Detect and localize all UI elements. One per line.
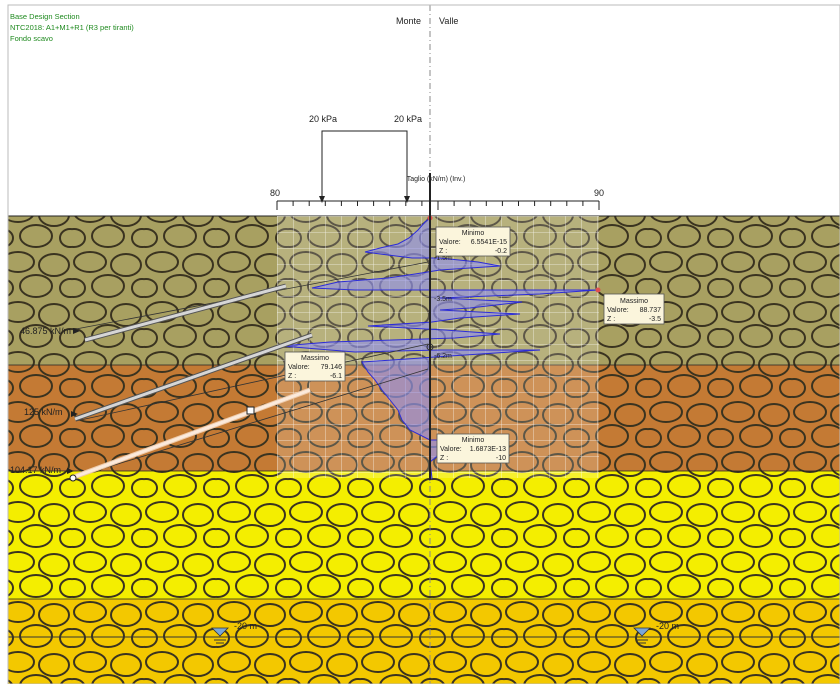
chart-title: Taglio (kN/m) (Inv.) (407, 176, 466, 183)
chart-axis: 80 90 Taglio (kN/m) (Inv.) (270, 176, 604, 210)
tooltip-min-bottom-z: -10 (496, 455, 506, 462)
tooltip-max-left-title: Massimo (301, 355, 329, 362)
side-label-valle: Valle (439, 16, 458, 26)
load-right-label: 20 kPa (394, 114, 422, 124)
tooltip-max-right-z-label: Z : (607, 316, 615, 323)
header-phase: Fondo scavo (10, 34, 53, 43)
tooltip-max-right-z: -3.5 (649, 316, 661, 323)
water-table-marker-left: -20 m (211, 621, 257, 644)
tooltip-max-left-z-label: Z : (288, 373, 296, 380)
anchor-end-handle[interactable] (69, 474, 77, 482)
tooltip-max-right-valore-label: Valore: (607, 307, 629, 314)
side-label-monte: Monte (396, 16, 421, 26)
anchor-handle[interactable] (246, 406, 255, 415)
shear-diagram-area (280, 216, 599, 482)
header-title: Base Design Section (10, 12, 80, 21)
tooltip-max-right-valore: 88.737 (640, 307, 662, 314)
anchor-force-2: 125 kN/m (24, 407, 63, 417)
header-info: Base Design Section NTC2018: A1+M1+R1 (R… (10, 12, 134, 43)
tooltip-max-right-title: Massimo (620, 298, 648, 305)
load-left-label: 20 kPa (309, 114, 337, 124)
surface-loads: 20 kPa 20 kPa (309, 114, 422, 203)
tooltip-min-bottom-z-label: Z : (440, 455, 448, 462)
water-table-label-right: -20 m (656, 621, 679, 631)
depth-label-2: -3.5m (434, 296, 452, 303)
tooltip-max-left-valore-label: Valore: (288, 364, 310, 371)
depth-labels: -1.5m -3.5m -6.2m (434, 255, 452, 360)
header-combination: NTC2018: A1+M1+R1 (R3 per tiranti) (10, 23, 134, 32)
tooltip-min-top-z: -0.2 (495, 248, 507, 255)
anchor-force-3: 104.17 kN/m (10, 465, 61, 475)
axis-max-label: 90 (594, 188, 604, 198)
tooltip-max-left-valore: 79.146 (321, 364, 343, 371)
tooltip-min-bottom-valore: 1.6873E-13 (470, 446, 506, 453)
axis-min-label: 80 (270, 188, 280, 198)
depth-label-3: -6.2m (434, 353, 452, 360)
tooltip-min-bottom-title: Minimo (462, 437, 485, 444)
tooltip-max-right: Massimo Valore: 88.737 Z : -3.5 (603, 293, 665, 325)
tooltip-min-top-title: Minimo (462, 230, 485, 237)
tooltip-min-top-valore: 6.5541E-15 (471, 239, 507, 246)
tooltip-max-left-z: -6.1 (330, 373, 342, 380)
tooltip-min-bottom: Minimo Valore: 1.6873E-13 Z : -10 (436, 433, 510, 464)
tooltip-min-top: Minimo Valore: 6.5541E-15 Z : -0.2 (435, 226, 511, 257)
depth-label-1: -1.5m (434, 255, 452, 262)
tooltip-min-bottom-valore-label: Valore: (440, 446, 462, 453)
tooltip-min-top-z-label: Z : (439, 248, 447, 255)
tooltip-max-left: Massimo Valore: 79.146 Z : -6.1 (284, 351, 346, 382)
water-table-marker-right: -20 m (633, 621, 679, 644)
tooltip-min-top-valore-label: Valore: (439, 239, 461, 246)
anchor-force-1: 46.875 kN/m (20, 326, 71, 336)
water-table-label-left: -20 m (234, 621, 257, 631)
anchors: 46.875 kN/m 125 kN/m 104.17 kN/m (10, 261, 429, 482)
